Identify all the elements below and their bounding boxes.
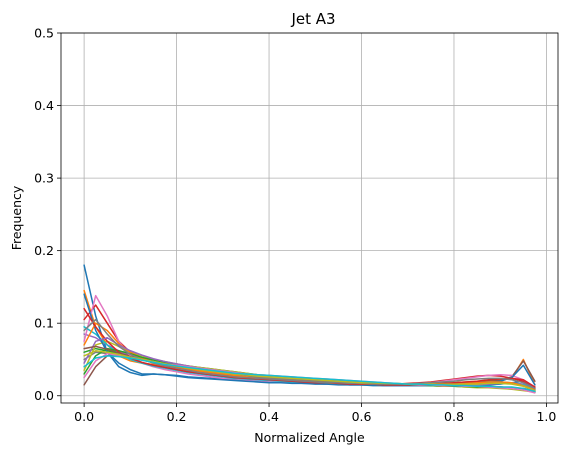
y-tick-label: 0.0 — [34, 388, 54, 403]
x-axis-ticks: 0.0 0.2 0.4 0.6 0.8 1.0 — [74, 403, 556, 424]
x-tick-label: 0.2 — [167, 409, 187, 424]
x-axis-label: Normalized Angle — [254, 430, 365, 445]
series-line-18 — [83, 318, 536, 390]
plot-area — [61, 33, 558, 403]
y-tick-label: 0.1 — [34, 316, 54, 331]
axes-frame — [60, 32, 559, 404]
y-axis-ticks: 0.0 0.1 0.2 0.3 0.4 0.5 — [34, 26, 61, 403]
x-tick-label: 0.8 — [444, 409, 464, 424]
y-tick-label: 0.3 — [34, 171, 54, 186]
chart-title: Jet A3 — [290, 10, 335, 28]
x-tick-label: 1.0 — [536, 409, 556, 424]
y-tick-label: 0.4 — [34, 98, 54, 113]
x-tick-label: 0.0 — [74, 409, 94, 424]
y-tick-label: 0.5 — [34, 26, 54, 41]
y-tick-label: 0.2 — [34, 243, 54, 258]
series-line-20 — [83, 355, 536, 393]
y-axis-label: Frequency — [9, 185, 24, 250]
series-lines — [83, 264, 536, 394]
x-tick-label: 0.4 — [259, 409, 279, 424]
x-tick-label: 0.6 — [352, 409, 372, 424]
grid-lines — [61, 32, 558, 403]
